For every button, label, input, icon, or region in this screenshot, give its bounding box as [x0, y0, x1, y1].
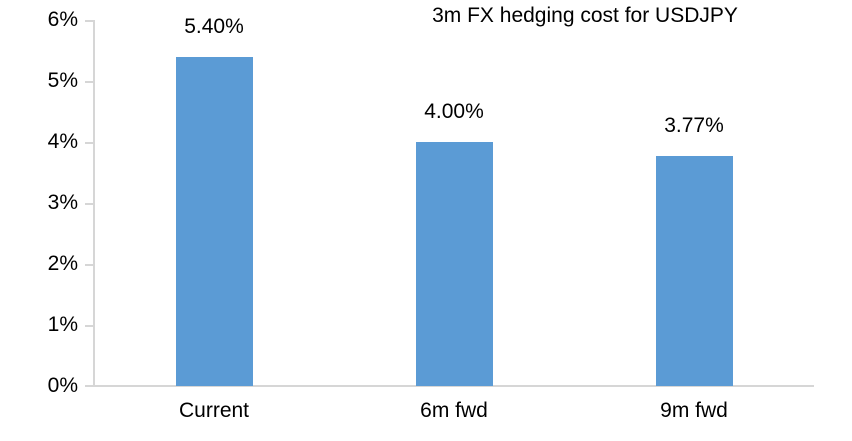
x-axis-line	[85, 385, 814, 387]
x-category-label-9m-fwd: 9m fwd	[660, 399, 728, 422]
y-tick-label: 4%	[47, 130, 78, 153]
y-axis-tick	[85, 81, 94, 83]
bar-6m-fwd	[415, 142, 493, 386]
bar-current	[175, 56, 253, 386]
chart-title: 3m FX hedging cost for USDJPY	[432, 4, 738, 27]
y-axis-tick	[85, 203, 94, 205]
y-axis-tick	[85, 142, 94, 144]
y-tick-label: 5%	[47, 69, 78, 92]
y-tick-label: 1%	[47, 313, 78, 336]
y-tick-label: 2%	[47, 252, 78, 275]
data-label-6m-fwd: 4.00%	[424, 100, 484, 123]
data-label-current: 5.40%	[184, 14, 244, 38]
y-tick-label: 3%	[47, 191, 78, 214]
y-axis-tick	[85, 325, 94, 327]
x-category-label-6m-fwd: 6m fwd	[420, 399, 488, 422]
data-label-9m-fwd: 3.77%	[664, 114, 724, 138]
y-tick-label: 6%	[47, 8, 78, 31]
x-category-label-current: Current	[178, 399, 250, 422]
y-tick-label: 0%	[47, 374, 78, 397]
y-axis-line	[93, 20, 95, 387]
y-axis-tick	[85, 20, 94, 22]
bar-9m-fwd	[655, 156, 733, 386]
y-axis-tick	[85, 264, 94, 266]
